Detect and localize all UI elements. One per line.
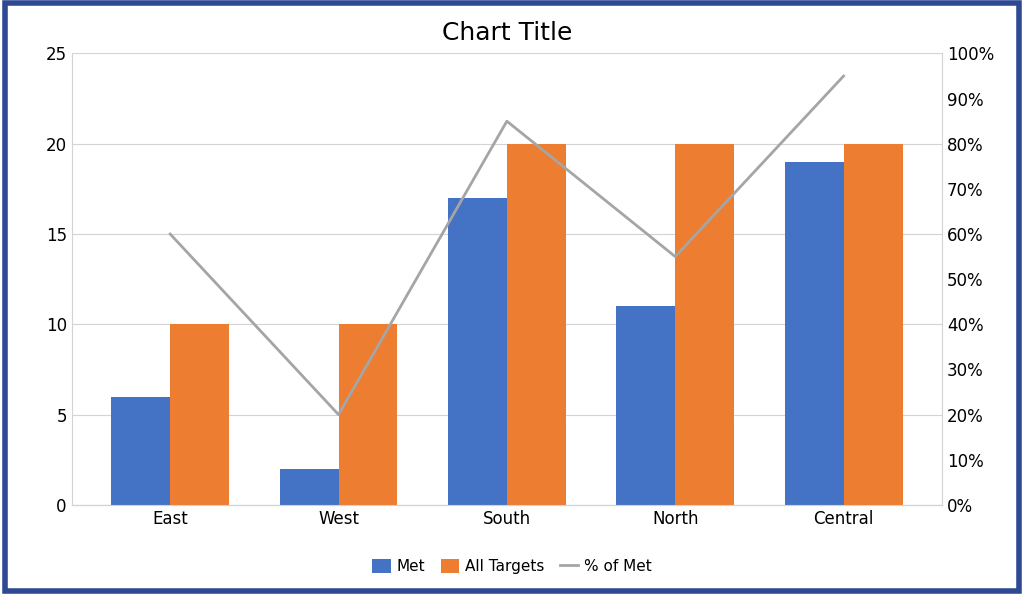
Bar: [112, 397, 170, 505]
Line: % of Met: % of Met: [170, 76, 844, 415]
% of Met: [164, 230, 176, 238]
Bar: [507, 144, 566, 505]
Bar: [447, 198, 507, 505]
Legend: Met, All Targets, % of Met: Met, All Targets, % of Met: [366, 553, 658, 580]
Bar: [784, 162, 844, 505]
% of Met: [501, 118, 513, 125]
% of Met: [333, 411, 345, 418]
Bar: [616, 307, 675, 505]
Bar: [675, 144, 734, 505]
Bar: [170, 324, 229, 505]
Bar: [844, 144, 902, 505]
Title: Chart Title: Chart Title: [441, 21, 572, 45]
Bar: [339, 324, 397, 505]
% of Met: [838, 72, 850, 80]
Bar: [280, 469, 339, 505]
% of Met: [669, 253, 681, 260]
